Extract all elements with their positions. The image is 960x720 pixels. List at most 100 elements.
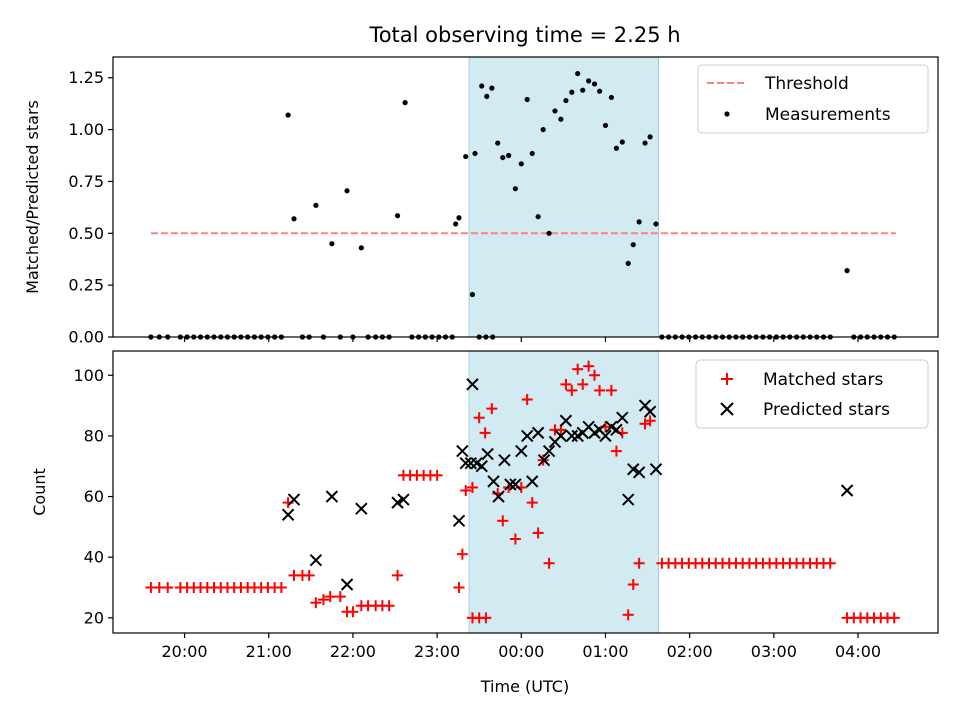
measurement-point <box>591 81 598 87</box>
measurement-point <box>625 260 631 266</box>
measurement-point <box>602 122 609 129</box>
predicted-star-point <box>466 378 479 391</box>
y-tick-label: 60 <box>84 487 104 506</box>
predicted-star-point <box>526 475 539 488</box>
bottom-y-ticks: 20 40 60 80 100 <box>73 366 113 627</box>
bottom-legend: Matched stars Predicted stars <box>695 359 929 429</box>
predicted-star-point <box>391 496 404 509</box>
top-legend-box <box>697 64 929 134</box>
legend-predicted-label: Predicted stars <box>763 400 890 420</box>
measurement-point <box>844 268 850 274</box>
x-tick-label: 23:00 <box>414 642 460 661</box>
top-y-ticks: 0.00 0.25 0.50 0.75 1.00 1.25 <box>68 68 113 347</box>
legend-measurements-swatch <box>724 111 730 117</box>
legend-predicted-swatch <box>720 402 734 416</box>
predicted-star-point <box>554 429 568 443</box>
measurement-point <box>608 94 614 101</box>
y-tick-label: 100 <box>73 366 104 385</box>
predicted-star-point <box>599 429 612 443</box>
matched-star-point <box>589 369 601 381</box>
matched-star-point <box>583 360 595 372</box>
measurement-point <box>453 221 459 227</box>
legend-matched-swatch <box>721 373 733 385</box>
measurement-point <box>630 242 636 248</box>
measurement-point <box>518 161 524 167</box>
predicted-star-point <box>487 475 500 488</box>
measurement-point <box>580 87 586 93</box>
predicted-star-point <box>504 478 517 491</box>
measurement-point <box>500 154 506 161</box>
x-tick-label: 00:00 <box>498 642 544 661</box>
predicted-star-point <box>464 456 477 470</box>
matched-star-point <box>162 582 174 594</box>
measurement-point <box>472 150 478 157</box>
measurement-point <box>552 108 558 114</box>
bottom-panel-frame <box>112 350 939 634</box>
predicted-star-point <box>475 460 488 473</box>
matched-star-point <box>594 384 606 396</box>
matched-star-point <box>460 484 472 496</box>
predicted-star-point <box>520 429 534 443</box>
predicted-star-point <box>565 429 579 443</box>
predicted-star-point <box>627 463 640 476</box>
matched-star-point <box>431 469 443 481</box>
matched-star-point <box>521 394 533 406</box>
y-tick-label: 0.50 <box>68 224 104 243</box>
predicted-star-point <box>481 447 494 461</box>
measurement-point <box>569 89 575 95</box>
matched-star-point <box>479 427 491 439</box>
measurement-point <box>524 96 530 103</box>
measurement-point <box>512 186 518 192</box>
matched-star-point <box>480 612 492 624</box>
measurement-point <box>575 70 581 77</box>
x-tick-label: 04:00 <box>835 642 881 661</box>
matched-star-point <box>560 378 572 390</box>
predicted-star-point <box>281 508 295 521</box>
top-x-ticks <box>183 337 859 342</box>
top-y-axis-label: Matched/Predicted stars <box>23 100 42 294</box>
measurement-point <box>596 88 603 94</box>
measurement-point <box>394 213 401 219</box>
matched-star-point <box>303 569 315 581</box>
predicted-star-point <box>459 456 472 470</box>
measurement-point <box>586 78 592 84</box>
matched-star-point <box>466 481 478 493</box>
matched-star-point <box>486 403 498 415</box>
predicted-star-point <box>643 405 657 418</box>
bottom-panel: 20 40 60 80 100 20:00 21:00 22:00 23:00 00:00 01:… <box>30 350 939 696</box>
measurement-point <box>619 139 625 145</box>
predicted-star-point <box>452 514 466 528</box>
matched-star-point <box>610 445 622 457</box>
matched-star-point <box>644 415 656 427</box>
legend-threshold-label: Threshold <box>764 74 849 94</box>
x-tick-label: 02:00 <box>667 642 713 661</box>
measurement-point <box>540 126 546 133</box>
y-tick-label: 80 <box>84 426 104 445</box>
measurement-point <box>535 214 541 220</box>
legend-measurements-label: Measurements <box>765 105 891 125</box>
top-legend: Threshold Measurements <box>697 64 929 134</box>
measurement-point <box>329 241 335 247</box>
measurement-point <box>291 216 297 222</box>
predicted-star-point <box>537 453 551 467</box>
measurement-point <box>636 219 642 225</box>
y-tick-label: 40 <box>84 548 104 567</box>
matched-star-point <box>526 497 538 509</box>
predicted-star-point <box>340 578 354 591</box>
measurement-point <box>484 93 490 100</box>
matched-star-point <box>543 557 555 569</box>
observing-window-shade-top <box>468 56 660 338</box>
matched-star-point <box>383 600 395 612</box>
predicted-star-point <box>397 493 410 506</box>
bottom-legend-box <box>695 359 929 429</box>
measurement-point <box>402 100 408 106</box>
matched-star-point <box>577 378 589 390</box>
predicted-star-point <box>355 502 368 515</box>
predicted-star-point <box>309 554 323 567</box>
matched-star-point <box>572 363 584 375</box>
matched-star-point <box>275 582 287 594</box>
y-tick-label: 1.00 <box>68 120 104 139</box>
measurement-point <box>489 85 495 91</box>
matched-star-point <box>824 557 836 569</box>
